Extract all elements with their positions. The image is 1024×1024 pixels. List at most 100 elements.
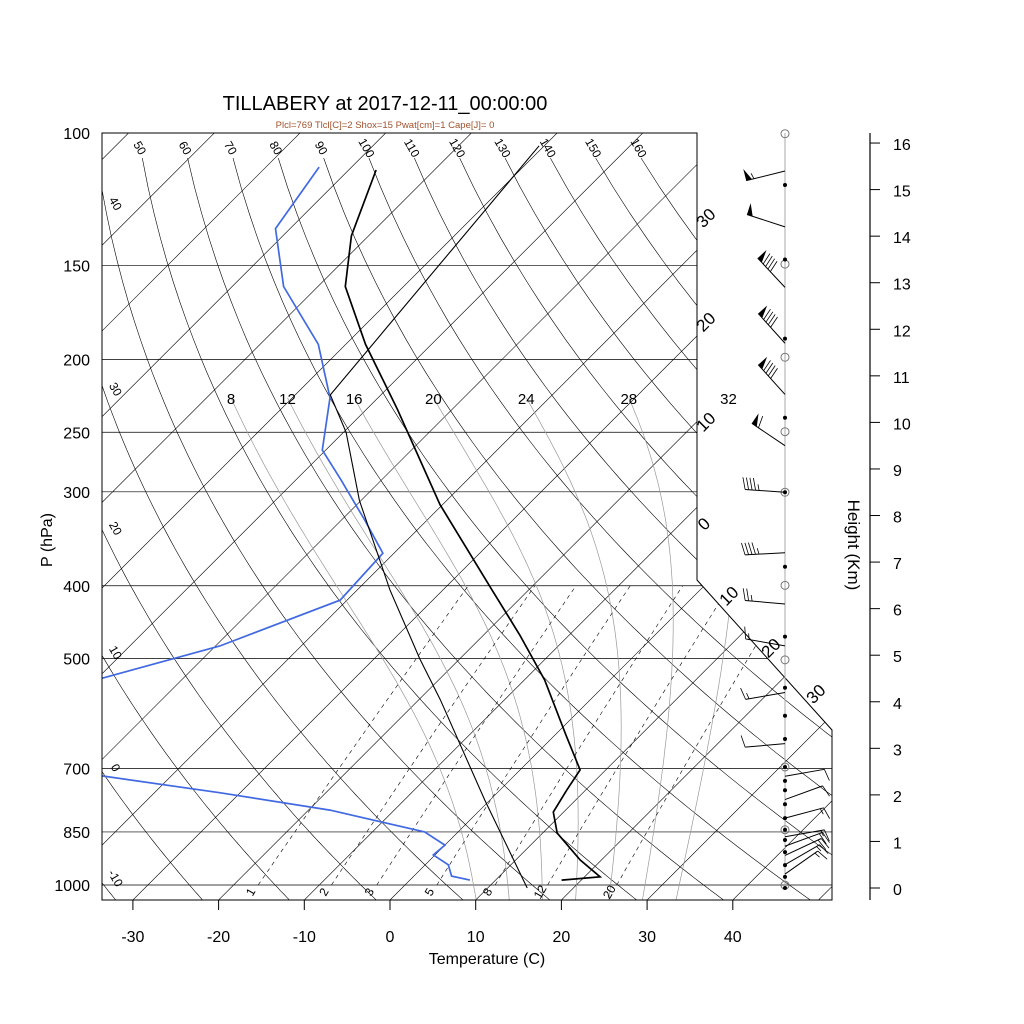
barb-feather (742, 588, 746, 601)
dry-adiabat-label: 30 (106, 380, 125, 399)
dry-adiabat-line (323, 157, 832, 900)
barb-feather (749, 477, 753, 491)
level-marker-filled (783, 685, 787, 690)
y-tick-label: 250 (63, 425, 90, 442)
x-tick-label: 30 (638, 929, 656, 946)
isotherm-line (102, 133, 545, 900)
barb-feather (745, 599, 786, 605)
isotherm-line (217, 133, 832, 900)
y-tick-label: 100 (63, 126, 90, 143)
height-tick-label: 0 (893, 882, 902, 899)
barb-feather (757, 257, 786, 288)
barb-feather (770, 316, 778, 328)
wind-barb (757, 249, 786, 288)
isotherm-line (102, 133, 459, 900)
height-tick-label: 15 (893, 184, 911, 201)
isotherm-line (102, 133, 832, 900)
level-marker-filled (783, 838, 787, 843)
y-tick-label: 500 (63, 652, 90, 669)
barb-feather (784, 768, 825, 777)
barb-feather (770, 368, 778, 379)
wind-barb (742, 477, 786, 493)
barb-feather (745, 743, 786, 748)
dry-adiabat-label: 150 (582, 136, 604, 161)
level-marker-filled (783, 850, 787, 855)
chart-subtitle: Plcl=769 Tlcl[C]=2 Shox=15 Pwat[cm]=1 Ca… (276, 120, 495, 131)
isotherm-line (102, 133, 202, 900)
dry-adiabat-label: -10 (105, 867, 126, 889)
isotherm-line (102, 133, 116, 900)
temperature-line (344, 169, 603, 881)
barb-feather (744, 626, 747, 639)
dry-adiabat-line (187, 158, 725, 900)
dry-adiabat-label: 20 (106, 519, 125, 538)
barb-feather (757, 364, 786, 395)
x-tick-label: 0 (386, 929, 395, 946)
barb-feather (819, 844, 829, 854)
dry-adiabat-line (232, 158, 811, 900)
isotherm-line (131, 133, 832, 900)
dry-adiabat-line (102, 158, 377, 900)
moist-adiabat-label: 32 (720, 391, 737, 408)
mixing-ratio-line (494, 585, 683, 886)
barb-feather (742, 477, 746, 490)
wind-barbs (740, 129, 830, 890)
wind-barb (784, 838, 830, 856)
level-marker-filled (783, 713, 787, 718)
moist-adiabat-line (432, 397, 579, 900)
wind-barb (784, 785, 830, 801)
x-tick-label: 20 (553, 929, 571, 946)
y-tick-label: 200 (63, 352, 90, 369)
barb-feather (822, 832, 830, 843)
barb-feather (784, 807, 824, 819)
barb-feather (758, 416, 764, 428)
mixing-ratio-label: 8 (480, 885, 496, 898)
isotherm-line (388, 133, 832, 900)
mixing-ratio-label: 3 (362, 885, 378, 898)
wind-barb (740, 687, 786, 700)
level-marker-filled (783, 257, 787, 262)
level-marker-filled (783, 415, 787, 420)
moist-adiabat-label: 28 (620, 391, 637, 408)
mixing-ratio-line (331, 585, 536, 886)
level-marker-filled (783, 802, 787, 807)
barb-feather (819, 808, 824, 815)
dry-adiabat-label: 100 (355, 136, 377, 161)
isotherm-line (102, 133, 288, 900)
y-tick-label: 700 (63, 762, 90, 779)
height-tick-label: 5 (893, 649, 902, 666)
barb-feather (784, 785, 823, 801)
isotherm-line (102, 133, 716, 900)
barb-feather (824, 829, 830, 842)
y-tick-label: 850 (63, 825, 90, 842)
barb-feather (820, 838, 830, 849)
right-edge-label: 20 (758, 635, 785, 662)
height-tick-label: 9 (893, 463, 902, 480)
barb-feather (816, 846, 822, 852)
dry-adiabat-line (504, 157, 832, 900)
level-marker-filled (783, 886, 787, 890)
moist-adiabat-label: 20 (425, 391, 442, 408)
level-marker-hollow (780, 825, 790, 835)
y-tick-label: 1000 (54, 878, 90, 895)
dry-adiabat-label: 140 (537, 136, 559, 161)
isotherm-line (102, 133, 631, 900)
y-axis-label: P (hPa) (39, 513, 56, 567)
barb-pennant (743, 169, 753, 181)
chart-title: TILLABERY at 2017-12-11_00:00:00 (223, 93, 548, 115)
plot-frame (101, 132, 833, 901)
moist-adiabat-line (628, 397, 674, 900)
level-marker-hollow (780, 762, 790, 772)
barb-feather (745, 552, 786, 556)
barb-feather (746, 170, 786, 182)
barb-feather (763, 308, 771, 320)
dry-adiabat-line (102, 158, 117, 900)
barb-feather (750, 594, 753, 602)
wind-barb (757, 305, 786, 344)
level-marker-filled (783, 737, 787, 742)
dry-adiabat-line (278, 158, 832, 900)
dry-adiabat-line (640, 157, 832, 900)
dry-adiabat-label: 60 (176, 139, 195, 158)
dry-adiabat-label: 0 (108, 761, 124, 774)
barb-feather (748, 542, 753, 555)
